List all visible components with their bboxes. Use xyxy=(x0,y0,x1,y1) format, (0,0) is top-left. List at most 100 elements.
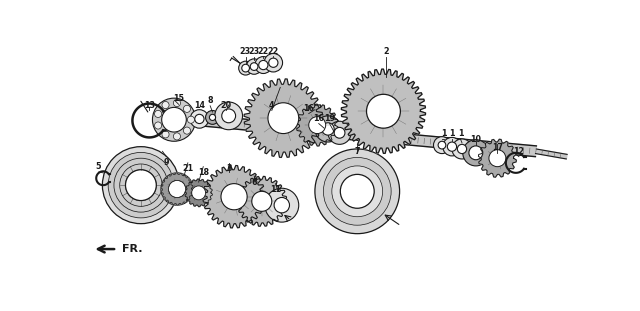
Circle shape xyxy=(221,109,236,123)
Circle shape xyxy=(114,158,168,212)
Polygon shape xyxy=(203,165,265,228)
Circle shape xyxy=(308,117,326,133)
Circle shape xyxy=(264,53,283,72)
Polygon shape xyxy=(237,176,287,226)
Polygon shape xyxy=(341,69,426,153)
Circle shape xyxy=(161,173,193,205)
Circle shape xyxy=(184,105,191,112)
Polygon shape xyxy=(536,149,567,159)
Circle shape xyxy=(195,114,204,123)
Circle shape xyxy=(168,181,186,197)
Circle shape xyxy=(242,64,250,72)
Text: 11: 11 xyxy=(270,185,281,194)
Circle shape xyxy=(239,61,253,75)
Circle shape xyxy=(188,116,195,123)
Circle shape xyxy=(192,186,205,200)
Circle shape xyxy=(255,57,272,73)
Circle shape xyxy=(447,142,456,151)
Circle shape xyxy=(322,123,334,135)
Text: 22: 22 xyxy=(267,47,278,56)
Text: 18: 18 xyxy=(198,168,209,177)
Text: 6: 6 xyxy=(252,178,257,187)
Circle shape xyxy=(152,98,196,141)
Text: 16: 16 xyxy=(313,114,324,123)
Text: 15: 15 xyxy=(173,95,184,104)
Circle shape xyxy=(452,139,472,159)
Circle shape xyxy=(469,146,483,160)
Polygon shape xyxy=(244,79,323,157)
Circle shape xyxy=(328,121,351,144)
Text: 14: 14 xyxy=(194,100,205,109)
Text: 22: 22 xyxy=(257,47,268,56)
Circle shape xyxy=(154,122,162,129)
Circle shape xyxy=(162,101,169,109)
Text: 21: 21 xyxy=(182,164,193,173)
Text: 1: 1 xyxy=(449,129,455,138)
Circle shape xyxy=(315,149,399,234)
Text: 3: 3 xyxy=(227,164,232,173)
Circle shape xyxy=(268,103,299,133)
Polygon shape xyxy=(161,173,193,205)
Circle shape xyxy=(489,150,506,167)
Circle shape xyxy=(108,152,173,218)
Circle shape xyxy=(246,59,262,74)
Circle shape xyxy=(215,102,243,130)
Circle shape xyxy=(265,188,299,222)
Text: 5: 5 xyxy=(96,162,101,171)
Circle shape xyxy=(162,131,169,138)
Circle shape xyxy=(125,170,156,201)
Circle shape xyxy=(463,140,489,166)
Circle shape xyxy=(173,100,180,107)
Polygon shape xyxy=(296,104,338,146)
Circle shape xyxy=(125,170,156,201)
Polygon shape xyxy=(479,139,516,177)
Polygon shape xyxy=(185,179,212,207)
Circle shape xyxy=(433,137,451,154)
Circle shape xyxy=(340,174,374,208)
Text: 7: 7 xyxy=(355,147,360,156)
Circle shape xyxy=(341,175,373,207)
Circle shape xyxy=(209,114,216,120)
Circle shape xyxy=(154,110,162,118)
Text: 1: 1 xyxy=(441,129,446,138)
Circle shape xyxy=(315,116,341,142)
Circle shape xyxy=(323,157,391,225)
Text: 2: 2 xyxy=(383,47,388,56)
Circle shape xyxy=(252,191,272,211)
Circle shape xyxy=(332,166,383,217)
Circle shape xyxy=(162,107,186,132)
Circle shape xyxy=(168,181,186,197)
Text: 23: 23 xyxy=(248,47,260,56)
Text: 20: 20 xyxy=(221,100,232,109)
Text: 4: 4 xyxy=(269,100,275,109)
Circle shape xyxy=(120,164,162,206)
Polygon shape xyxy=(158,109,236,124)
Circle shape xyxy=(190,110,209,128)
Circle shape xyxy=(334,128,345,138)
Circle shape xyxy=(205,110,220,124)
Text: 9: 9 xyxy=(164,158,169,167)
Text: 23: 23 xyxy=(239,47,250,56)
Text: 12: 12 xyxy=(513,147,525,156)
Text: 1: 1 xyxy=(458,129,463,138)
Circle shape xyxy=(438,141,446,149)
Text: 8: 8 xyxy=(207,96,213,105)
Text: FR.: FR. xyxy=(122,244,142,254)
Circle shape xyxy=(443,137,461,156)
Text: 17: 17 xyxy=(492,143,503,152)
Text: 10: 10 xyxy=(470,135,481,144)
Polygon shape xyxy=(200,115,536,157)
Circle shape xyxy=(458,144,467,154)
Circle shape xyxy=(184,127,191,134)
Text: 13: 13 xyxy=(144,100,155,109)
Circle shape xyxy=(259,60,268,70)
Circle shape xyxy=(367,94,401,128)
Circle shape xyxy=(221,183,247,210)
Circle shape xyxy=(269,58,278,67)
Text: 19: 19 xyxy=(324,114,335,123)
Circle shape xyxy=(250,63,258,70)
Circle shape xyxy=(173,133,180,140)
Circle shape xyxy=(102,147,179,224)
Text: 16: 16 xyxy=(303,104,314,113)
Circle shape xyxy=(274,197,289,213)
